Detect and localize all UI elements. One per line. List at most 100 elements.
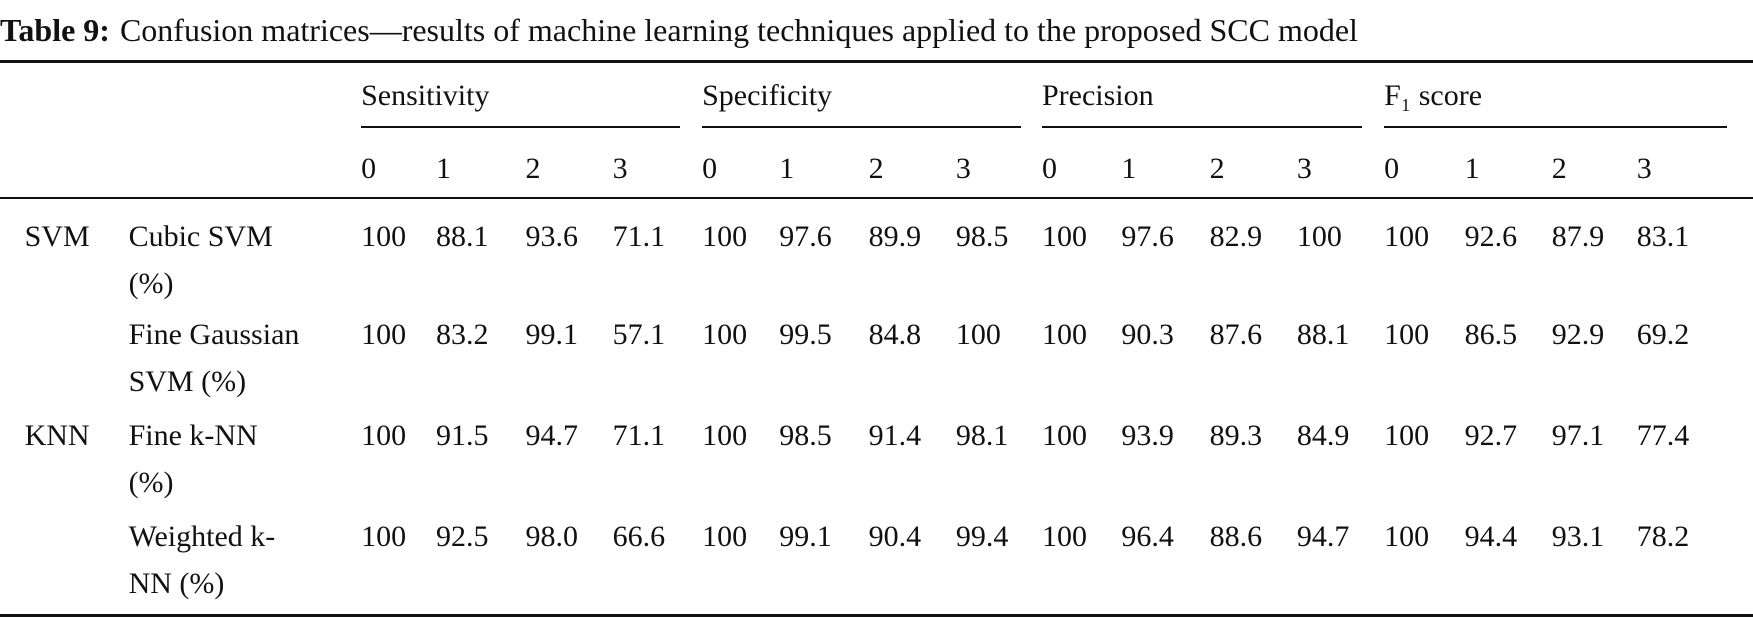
cell: 91.4: [868, 419, 922, 453]
cell: 84.8: [868, 318, 922, 352]
cell: 100: [1384, 220, 1430, 254]
method-label: NN (%): [128, 566, 225, 600]
cell: 100: [955, 318, 1001, 352]
sub-header: 0: [1041, 151, 1057, 185]
caption: Table 9: Confusion matrices—results of ma…: [0, 12, 1358, 49]
cell: 78.2: [1636, 519, 1690, 553]
cell: 91.5: [436, 419, 489, 453]
cell: 88.6: [1209, 519, 1263, 553]
cell: 100: [1041, 318, 1087, 352]
cell: 100: [361, 419, 407, 453]
header-rule: [0, 197, 1753, 199]
cell: 97.6: [1121, 220, 1174, 254]
cell: 92.9: [1551, 318, 1605, 352]
cell: 100: [361, 519, 407, 553]
sub-header: 1: [436, 151, 452, 185]
method-label: (%): [128, 465, 174, 499]
method-label: (%): [128, 266, 174, 300]
cell: 90.3: [1121, 318, 1174, 352]
group-label: KNN: [24, 419, 90, 453]
sub-header: 0: [1384, 151, 1400, 185]
caption-label: Table 9:: [0, 12, 110, 48]
cell: 99.1: [779, 519, 832, 553]
cell: 100: [1041, 220, 1087, 254]
sub-header: 3: [612, 151, 628, 185]
cell: 100: [702, 419, 748, 453]
cell: 100: [1041, 419, 1087, 453]
cell: 71.1: [612, 419, 666, 453]
cell: 94.7: [1296, 519, 1350, 553]
cell: 100: [1384, 519, 1430, 553]
sub-header: 1: [1464, 151, 1480, 185]
cell: 69.2: [1636, 318, 1690, 352]
sub-header: 1: [779, 151, 795, 185]
cell: 92.6: [1464, 220, 1518, 254]
cell: 100: [361, 318, 407, 352]
top-rule: [0, 60, 1753, 63]
cell: 93.9: [1121, 419, 1174, 453]
cell: 99.4: [955, 519, 1009, 553]
sub-header: 2: [1209, 151, 1225, 185]
cell: 90.4: [868, 519, 922, 553]
caption-text: Confusion matrices—results of machine le…: [119, 12, 1358, 48]
group-rule: [1384, 126, 1728, 129]
cell: 84.9: [1296, 419, 1350, 453]
cell: 66.6: [612, 519, 666, 553]
method-label: Fine Gaussian: [128, 318, 300, 352]
cell: 98.0: [525, 519, 578, 553]
cell: 98.5: [955, 220, 1009, 254]
cell: 87.9: [1551, 220, 1605, 254]
cell: 71.1: [612, 220, 666, 254]
cell: 89.9: [868, 220, 922, 254]
group-rule: [702, 126, 1021, 129]
group-label: SVM: [24, 220, 90, 254]
sub-header: 3: [1296, 151, 1312, 185]
group-rule: [1041, 126, 1362, 129]
cell: 88.1: [436, 220, 489, 254]
sub-header: 0: [361, 151, 377, 185]
cell: 94.4: [1464, 519, 1518, 553]
cell: 100: [702, 519, 748, 553]
cell: 100: [1041, 519, 1087, 553]
cell: 77.4: [1636, 419, 1690, 453]
cell: 88.1: [1296, 318, 1350, 352]
group-rule: [361, 126, 680, 129]
sub-header: 2: [525, 151, 541, 185]
cell: 100: [361, 220, 407, 254]
sub-header: 1: [1121, 151, 1137, 185]
cell: 83.2: [436, 318, 489, 352]
sub-header: 2: [1551, 151, 1567, 185]
sub-header: 2: [868, 151, 884, 185]
cell: 92.5: [436, 519, 489, 553]
cell: 99.1: [525, 318, 578, 352]
cell: 100: [702, 220, 748, 254]
cell: 57.1: [612, 318, 666, 352]
cell: 86.5: [1464, 318, 1518, 352]
method-label: Fine k-NN: [128, 419, 258, 453]
method-label: SVM (%): [128, 365, 247, 399]
sub-header: 3: [955, 151, 971, 185]
cell: 100: [1296, 220, 1342, 254]
cell: 83.1: [1636, 220, 1690, 254]
cell: 82.9: [1209, 220, 1263, 254]
cell: 97.6: [779, 220, 832, 254]
cell: 98.5: [779, 419, 832, 453]
group-header: Precision: [1041, 79, 1154, 113]
cell: 98.1: [955, 419, 1009, 453]
method-label: Cubic SVM: [128, 220, 273, 254]
cell: 96.4: [1121, 519, 1174, 553]
group-header: Specificity: [702, 79, 833, 113]
sub-header: 3: [1636, 151, 1652, 185]
group-header: Sensitivity: [361, 79, 490, 113]
cell: 94.7: [525, 419, 578, 453]
cell: 93.6: [525, 220, 578, 254]
group-header: F₁ score: [1384, 79, 1483, 113]
cell: 89.3: [1209, 419, 1263, 453]
sub-header: 0: [702, 151, 718, 185]
cell: 99.5: [779, 318, 832, 352]
cell: 100: [1384, 318, 1430, 352]
method-label: Weighted k-: [128, 519, 276, 553]
cell: 87.6: [1209, 318, 1263, 352]
cell: 100: [702, 318, 748, 352]
